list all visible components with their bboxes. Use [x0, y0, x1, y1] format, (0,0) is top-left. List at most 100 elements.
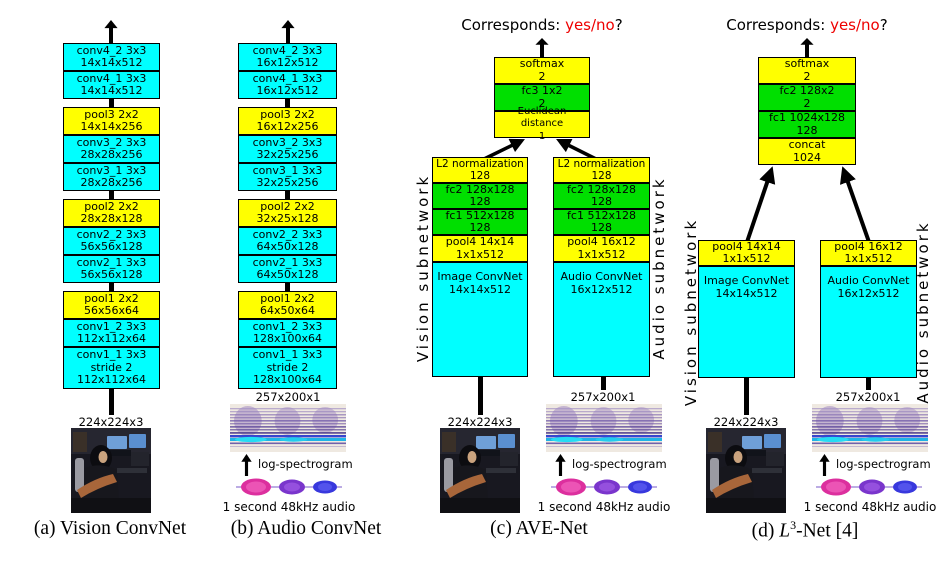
layer-name: conv1_1 3x3	[252, 348, 323, 362]
layer-name: pool2 2x2	[84, 199, 139, 213]
input-dims-label: 224x224x3	[447, 415, 513, 429]
layer-dims: 56x56x64	[83, 304, 139, 317]
layer-name: conv1_2 3x3	[252, 319, 323, 333]
input-dims-label: 257x200x1	[835, 390, 901, 404]
layer-dims: 2	[538, 69, 546, 83]
layer-name: fc1 512x128	[445, 208, 515, 222]
layer-name: conv4_2 3x3	[252, 43, 323, 57]
layer-name: pool1 2x2	[260, 291, 315, 305]
layer-name: fc2 128x128	[445, 182, 515, 196]
layer-pool4: pool4 14x14 1x1x512	[432, 235, 528, 262]
layer-dims: 128	[469, 195, 491, 208]
layer-dims: 1024	[793, 150, 821, 164]
layer-name: Image ConvNet	[437, 270, 523, 283]
layer-name: conv3_2 3x3	[252, 135, 323, 149]
layer-name: pool2 2x2	[260, 199, 315, 213]
layer-dims: 1x1x512	[455, 247, 504, 261]
layer-pool4: pool4 16x12 1x1x512	[553, 235, 650, 262]
layer-name: concat	[788, 138, 826, 151]
corresponds-suffix: ?	[614, 16, 623, 34]
merge-arrow-left	[745, 166, 776, 243]
layer-conv4_2: conv4_2 3x3 14x14x512	[63, 43, 160, 71]
layer-dims: 64x50x128	[256, 240, 319, 253]
audio-convnet-box: Audio ConvNet 16x12x512	[553, 262, 650, 377]
layer-name: conv1_2 3x3	[76, 319, 147, 333]
waveform-image	[551, 478, 657, 496]
input-dims-label: 257x200x1	[570, 390, 636, 404]
merge-arrow-left	[481, 138, 525, 162]
layer-conv3_2: conv3_2 3x3 32x25x256	[238, 135, 337, 163]
layer-dims: 14x14x256	[80, 120, 143, 133]
layer-dims: 16x12x256	[256, 120, 319, 133]
output-arrow-icon	[535, 38, 549, 57]
panel-caption: (b) Audio ConvNet	[230, 518, 382, 539]
log-spectrogram-label: log-spectrogram	[836, 457, 931, 471]
layer-conv2_2: conv2_2 3x3 56x56x128	[63, 227, 160, 255]
layer-dims: 1x1x512	[577, 247, 626, 261]
spectrogram-arrow-icon	[555, 454, 566, 476]
layer-name: pool4 16x12	[567, 235, 636, 248]
layer-name: conv2_1 3x3	[76, 255, 147, 269]
waveform-image	[236, 478, 342, 496]
layer-name: Euclidean distance	[517, 105, 567, 130]
layer-name: softmax	[519, 57, 565, 70]
layer-dims: 32x25x256	[256, 148, 319, 161]
layer-name: conv4_1 3x3	[252, 71, 323, 85]
connector-line	[285, 279, 290, 293]
output-arrow-icon	[281, 20, 295, 43]
layer-dims: 112x112x64	[76, 373, 146, 387]
layer-dims: 128	[591, 170, 612, 182]
layer-conv4_2: conv4_2 3x3 16x12x512	[238, 43, 337, 71]
audio-input-label: 1 second 48kHz audio	[537, 500, 671, 514]
layer-conv3_1: conv3_1 3x3 32x25x256	[238, 163, 337, 191]
layer-name: Image ConvNet	[703, 274, 790, 287]
caption-superscript: 3	[790, 518, 797, 532]
layer-dims: 128x100x64	[252, 373, 322, 387]
layer-dims: 28x28x256	[80, 148, 143, 161]
layer-dims: 32x25x256	[256, 176, 319, 189]
layer-conv2_2: conv2_2 3x3 64x50x128	[238, 227, 337, 255]
layer-name: conv3_1 3x3	[76, 163, 147, 177]
layer-dims: 32x25x128	[256, 212, 319, 225]
corresponds-label: Corresponds: yes/no?	[687, 16, 927, 34]
layer-dims: 64x50x64	[259, 304, 315, 317]
layer-fc1: fc1 512x128 128	[553, 209, 650, 235]
layer-dims: 1x1x512	[722, 252, 771, 265]
layer-l2norm: L2 normalization 128	[553, 157, 650, 183]
layer-dims: 14x14x512	[448, 282, 511, 296]
layer-pool4: pool4 14x14 1x1x512	[698, 240, 795, 266]
corresponds-label: Corresponds: yes/no?	[422, 16, 662, 34]
corresponds-suffix: ?	[879, 16, 888, 34]
layer-pool1: pool1 2x2 64x50x64	[238, 291, 337, 319]
layer-dims: 16x12x512	[837, 286, 900, 300]
video-frame-image	[71, 428, 151, 513]
layer-name: Audio ConvNet	[560, 270, 643, 283]
merge-arrows	[481, 138, 599, 162]
input-dims-label: 257x200x1	[255, 390, 321, 404]
layer-conv4_1: conv4_1 3x3 16x12x512	[238, 71, 337, 99]
spectrogram-arrow-icon	[241, 454, 252, 476]
log-spectrogram-label: log-spectrogram	[572, 457, 667, 471]
layer-dims: 28x28x128	[80, 212, 143, 225]
layer-dims: 128	[591, 195, 612, 208]
layer-dims: 28x28x256	[80, 176, 143, 189]
layer-softmax: softmax 2	[494, 57, 590, 84]
layer-conv1_1: conv1_1 3x3 stride 2 112x112x64	[63, 347, 160, 389]
layer-dims: 128x100x64	[252, 332, 322, 345]
corresponds-prefix: Corresponds:	[726, 16, 831, 34]
layer-conv3_1: conv3_1 3x3 28x28x256	[63, 163, 160, 191]
connector-line	[478, 377, 483, 415]
layer-pool4: pool4 16x12 1x1x512	[820, 240, 917, 266]
waveform-image	[816, 478, 922, 496]
panel-caption: (a) Vision ConvNet	[33, 518, 187, 539]
layer-name: fc1 1024x128	[769, 111, 845, 124]
panel-caption: (c) AVE-Net	[490, 518, 588, 539]
layer-name: pool4 14x14	[712, 239, 781, 253]
output-arrow-icon	[104, 20, 118, 43]
layer-name: conv1_1 3x3	[76, 348, 147, 362]
layer-stride: stride 2	[90, 360, 133, 374]
caption-variable: L	[779, 520, 791, 542]
merge-arrow-right	[556, 139, 599, 162]
layer-dims: 1x1x512	[844, 252, 893, 265]
